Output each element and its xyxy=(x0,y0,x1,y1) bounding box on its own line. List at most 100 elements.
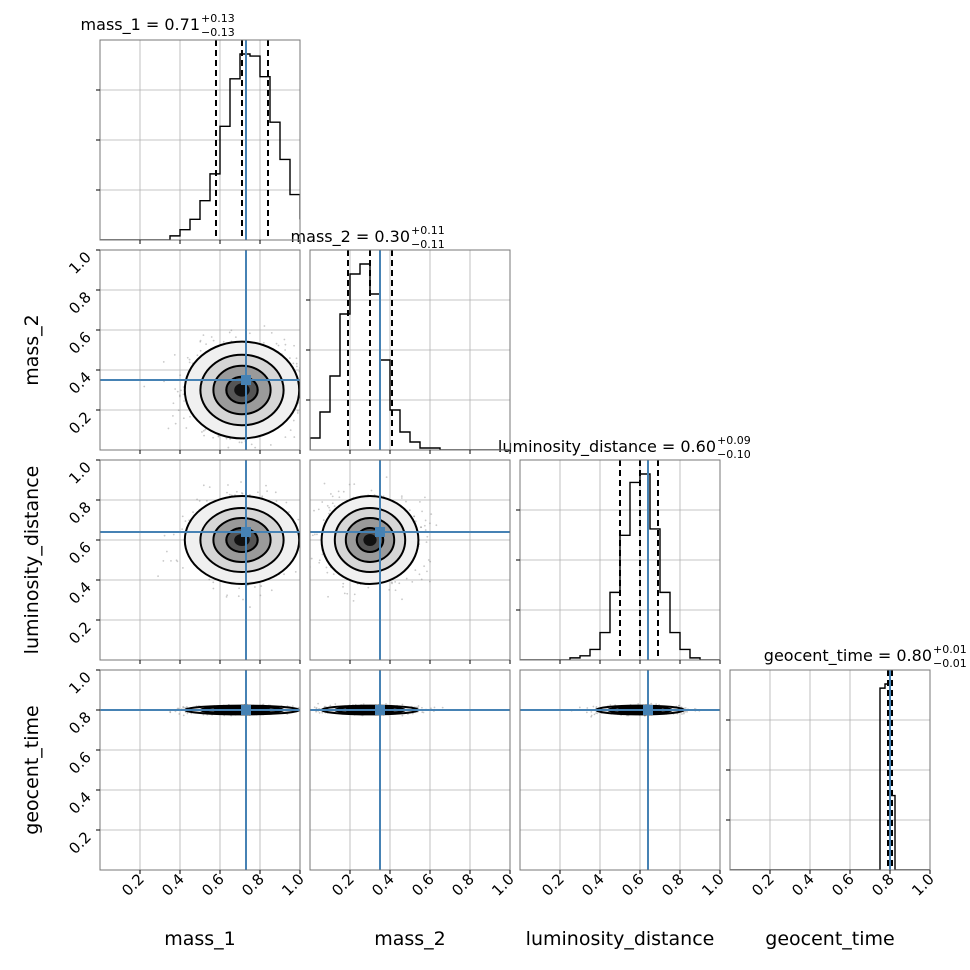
sample-point xyxy=(585,711,588,714)
sample-point xyxy=(250,443,253,446)
sample-point xyxy=(208,486,211,489)
sample-point xyxy=(284,436,287,439)
sample-point xyxy=(177,409,180,412)
title-luminosity_distance-plus: +0.09 xyxy=(717,434,751,447)
sample-point xyxy=(327,595,329,598)
sample-point xyxy=(212,587,215,590)
sample-point xyxy=(226,594,228,597)
sample-point xyxy=(637,702,640,705)
tick-label-y: 0.2 xyxy=(65,618,95,648)
sample-point xyxy=(302,705,304,707)
ylabel-mass_2: mass_2 xyxy=(21,314,43,386)
sample-point xyxy=(180,389,182,392)
sample-point xyxy=(348,483,351,486)
sample-point xyxy=(352,599,355,602)
sample-point xyxy=(430,707,432,710)
sample-point xyxy=(321,711,324,714)
sample-point xyxy=(172,415,174,417)
sample-point xyxy=(228,331,231,334)
sample-point xyxy=(157,575,159,578)
sample-point xyxy=(182,705,185,708)
density-panel-mass_1-mass_2 xyxy=(100,250,320,453)
sample-point xyxy=(174,388,177,390)
sample-point xyxy=(312,537,314,539)
tick-label-x: 0.2 xyxy=(538,870,568,900)
sample-point xyxy=(413,515,415,518)
sample-point xyxy=(650,702,653,705)
sample-point xyxy=(292,419,295,422)
tick-label-x: 0.8 xyxy=(658,870,688,900)
histogram-mass_1 xyxy=(100,53,300,240)
sample-point xyxy=(423,565,426,568)
contour-1 xyxy=(199,507,285,573)
sample-point xyxy=(678,704,680,707)
frame-luminosity_distance-geocent_time xyxy=(519,669,721,871)
sample-point xyxy=(196,498,198,501)
density-panel-mass_1-geocent_time xyxy=(100,670,310,870)
sample-point xyxy=(283,338,286,341)
sample-point xyxy=(385,703,387,705)
tick-label-x: 0.4 xyxy=(368,870,398,900)
sample-point xyxy=(385,476,388,479)
sample-point xyxy=(205,343,207,346)
title-mass_1: mass_1 = 0.71 +0.13 −0.13 xyxy=(81,12,235,39)
sample-point xyxy=(318,398,320,400)
sample-point xyxy=(314,412,316,414)
sample-point xyxy=(291,705,294,708)
sample-point xyxy=(188,358,191,361)
tick-label-x: 0.4 xyxy=(158,870,188,900)
sample-point xyxy=(206,451,208,453)
sample-point xyxy=(405,577,408,580)
sample-point xyxy=(175,559,178,562)
density-panel-mass_2-luminosity_distance xyxy=(305,460,510,660)
sample-point xyxy=(212,339,215,342)
sample-point xyxy=(184,706,186,709)
sample-point xyxy=(315,520,317,522)
sample-point xyxy=(173,353,176,356)
tick-label-y: 0.6 xyxy=(65,748,95,778)
tick-label-x: 0.8 xyxy=(448,870,478,900)
sample-point xyxy=(275,500,278,503)
sample-point xyxy=(300,586,302,588)
sample-point xyxy=(261,495,264,498)
sample-point xyxy=(227,484,229,486)
sample-point xyxy=(595,705,598,708)
sample-point xyxy=(225,437,228,440)
contour-2 xyxy=(212,364,272,416)
sample-point xyxy=(308,715,310,717)
contour-1 xyxy=(199,353,285,427)
tick-label-y: 1.0 xyxy=(65,668,95,698)
sample-point xyxy=(292,362,295,365)
sample-point xyxy=(242,598,244,601)
sample-point xyxy=(174,422,177,425)
sample-point xyxy=(270,331,273,334)
sample-point xyxy=(305,499,307,501)
sample-point xyxy=(172,402,175,405)
tick-label-x: 0.4 xyxy=(578,870,608,900)
sample-point xyxy=(192,511,194,514)
sample-point xyxy=(202,334,205,337)
sample-point xyxy=(182,714,185,717)
hist-panel-mass_1 xyxy=(100,40,300,240)
tick-label-y: 0.4 xyxy=(65,788,95,818)
title-mass_2-main: mass_2 = 0.30 xyxy=(291,227,410,247)
histogram-geocent_time xyxy=(730,683,930,870)
sample-point xyxy=(293,344,295,347)
sample-point xyxy=(235,490,238,493)
tick-label-x: 1.0 xyxy=(488,870,518,900)
truth-marker xyxy=(241,527,251,537)
sample-point xyxy=(331,495,334,498)
sample-point xyxy=(408,509,411,512)
sample-point xyxy=(178,713,181,715)
tick-label-y: 0.8 xyxy=(65,708,95,738)
sample-point xyxy=(226,491,228,494)
sample-point xyxy=(310,557,313,560)
sample-point xyxy=(293,436,296,438)
sample-point xyxy=(249,606,251,608)
sample-point xyxy=(303,708,305,710)
sample-point xyxy=(185,706,188,709)
tick-label-x: 0.8 xyxy=(868,870,898,900)
sample-point xyxy=(181,567,184,569)
sample-point xyxy=(424,519,427,522)
sample-point xyxy=(429,560,432,563)
